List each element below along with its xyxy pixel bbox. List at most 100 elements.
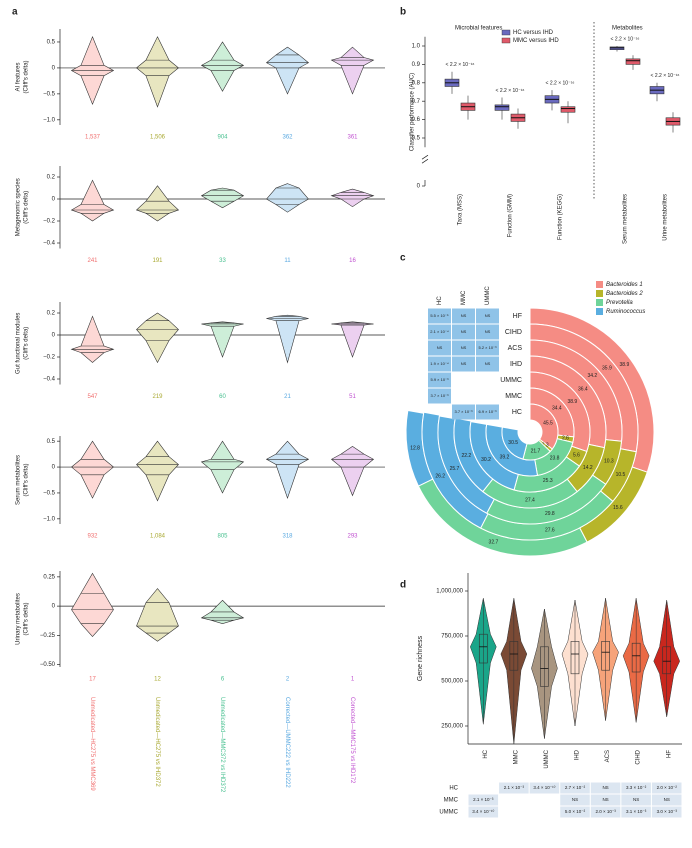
annotation: < 2.2 × 10⁻¹⁶ xyxy=(496,88,525,94)
y-tick-label: −0.4 xyxy=(43,241,56,247)
table-cell-text: 1.9 × 10⁻⁴ xyxy=(430,361,449,366)
count-label: 33 xyxy=(219,258,226,264)
count-label: 1,084 xyxy=(150,534,166,540)
table-cell-text: NS xyxy=(437,345,443,350)
count-label: 805 xyxy=(217,534,228,540)
y-tick-label: 0 xyxy=(52,333,56,339)
segment-label: 12.8 xyxy=(410,445,420,451)
table-cell xyxy=(651,806,682,818)
count-label: 241 xyxy=(87,258,98,264)
table-cell xyxy=(621,782,651,794)
box xyxy=(570,641,580,675)
count-label: 6 xyxy=(221,677,225,683)
y-axis-label: (Cliff's delta) xyxy=(24,602,30,635)
count-label: 361 xyxy=(347,135,358,141)
segment-label: 10.5 xyxy=(616,472,626,478)
y-tick-label: 0.6 xyxy=(412,117,421,123)
y-tick-label: 0.5 xyxy=(47,40,56,46)
table-cell xyxy=(428,388,451,404)
y-tick-label: −0.5 xyxy=(43,491,56,497)
x-tick-label: Urine metabolites xyxy=(663,194,669,241)
segment-label: 2.6 xyxy=(562,436,569,442)
table-cell xyxy=(651,782,682,794)
violin xyxy=(136,440,179,502)
y-tick-label: 0.5 xyxy=(412,136,421,142)
x-tick-label: Taxa (MSS) xyxy=(458,194,464,225)
table-cell xyxy=(476,356,499,372)
segment-label: 27.6 xyxy=(545,527,555,533)
violin xyxy=(330,46,375,95)
segment-label: 10.3 xyxy=(604,458,614,464)
violin xyxy=(70,315,115,363)
legend-label: Bacteroides 1 xyxy=(606,282,643,288)
count-label: 318 xyxy=(282,534,293,540)
y-tick-label: 0.2 xyxy=(47,311,56,317)
count-label: 21 xyxy=(284,394,291,400)
table-cell-text: 5.9 × 10⁻³ xyxy=(430,377,449,382)
segment-label: 27.4 xyxy=(525,497,535,503)
table-cell-text: NS xyxy=(485,329,491,334)
table-cell-text: NS xyxy=(461,361,467,366)
table-cell-text: NS xyxy=(602,785,608,790)
table-cell xyxy=(468,806,499,818)
segment-label: 29.8 xyxy=(545,511,555,517)
axis-break xyxy=(421,154,429,164)
violin xyxy=(330,445,375,497)
annotation: < 2.2 × 10⁻¹⁶ xyxy=(546,80,575,86)
table-row-label: HC xyxy=(449,786,458,792)
legend-label: Bacteroides 2 xyxy=(606,291,643,297)
segment-label: 36.4 xyxy=(578,386,588,392)
count-label: 547 xyxy=(87,394,98,400)
count-label: 16 xyxy=(349,258,356,264)
table-cell xyxy=(452,356,475,372)
table-cell-text: 3.7 × 10⁻³ xyxy=(454,409,473,414)
count-label: 1,506 xyxy=(150,135,166,141)
box xyxy=(662,646,672,675)
table-cell-text: 2.0 × 10⁻³ xyxy=(595,809,616,814)
count-label: 191 xyxy=(152,258,163,264)
y-tick-label: 0.5 xyxy=(47,439,56,445)
y-axis-label: (Cliff's delta) xyxy=(24,191,30,224)
segment-label: 5.6 xyxy=(573,453,580,459)
table-cell xyxy=(499,782,529,794)
segment-label: 14.2 xyxy=(583,465,593,471)
ring-segment xyxy=(529,403,559,450)
table-header: MMC xyxy=(461,290,467,305)
table-cell xyxy=(452,340,475,356)
count-label: 60 xyxy=(219,394,226,400)
table-cell-text: NS xyxy=(602,797,608,802)
count-label: 219 xyxy=(152,394,163,400)
table-row-label: MMC xyxy=(444,798,459,804)
table-cell-text: NS xyxy=(461,329,467,334)
x-tick-label: Unmedicated—MMC372 vs IHD372 xyxy=(219,697,225,793)
x-tick-label: HC xyxy=(483,749,489,758)
ring-label: UMMC xyxy=(500,377,522,384)
count-label: 17 xyxy=(89,677,96,683)
ring-segment xyxy=(501,426,528,460)
table-cell xyxy=(428,372,451,388)
y-axis-label: Gut functional modules xyxy=(16,313,22,374)
segment-label: 34.4 xyxy=(552,405,562,411)
y-tick-label: 750,000 xyxy=(441,634,463,640)
y-axis-label: (Cliff's delta) xyxy=(24,60,30,93)
count-label: 12 xyxy=(154,677,161,683)
segment-label: 39.2 xyxy=(500,455,510,461)
y-tick-label: 1.0 xyxy=(412,44,421,50)
count-label: 904 xyxy=(217,135,228,141)
legend-label: MMC versus IHD xyxy=(513,38,559,44)
table-cell-text: 2.1 × 10⁻⁴ xyxy=(430,329,449,334)
y-axis-label: AI features xyxy=(16,62,22,91)
violin xyxy=(71,572,114,638)
y-tick-label: −0.50 xyxy=(40,662,56,668)
segment-label: 23.8 xyxy=(550,456,560,462)
x-tick-label: HF xyxy=(666,750,672,758)
y-tick-label: 0.7 xyxy=(412,99,421,105)
table-cell-text: 2.1 × 10⁻³ xyxy=(504,785,525,790)
y-axis-label: Gene richness xyxy=(417,635,424,681)
annotation: < 2.2 × 10⁻¹⁶ xyxy=(611,36,640,42)
x-tick-label: Unmedicated—HC275 vs IHD372 xyxy=(154,697,160,787)
segment-label: 35.9 xyxy=(602,365,612,371)
table-cell xyxy=(621,794,651,806)
violin xyxy=(265,46,310,95)
